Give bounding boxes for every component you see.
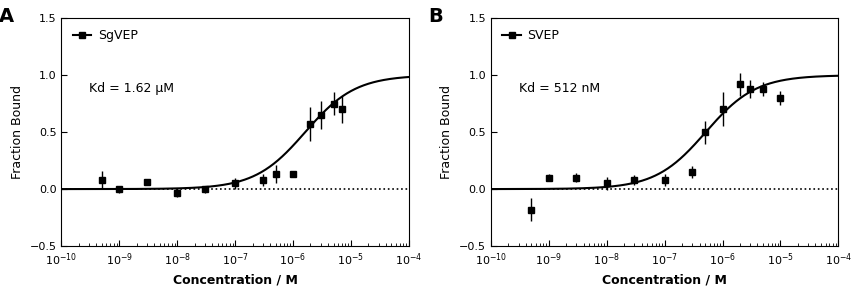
Text: Kd = 512 nM: Kd = 512 nM	[519, 82, 600, 95]
Y-axis label: Fraction Bound: Fraction Bound	[11, 85, 24, 179]
Text: A: A	[0, 7, 14, 26]
Text: Kd = 1.62 μM: Kd = 1.62 μM	[89, 82, 174, 95]
Y-axis label: Fraction Bound: Fraction Bound	[441, 85, 454, 179]
X-axis label: Concentration / M: Concentration / M	[602, 273, 727, 286]
Text: B: B	[429, 7, 443, 26]
Legend: SVEP: SVEP	[497, 25, 564, 47]
Legend: SgVEP: SgVEP	[68, 25, 143, 47]
X-axis label: Concentration / M: Concentration / M	[173, 273, 297, 286]
